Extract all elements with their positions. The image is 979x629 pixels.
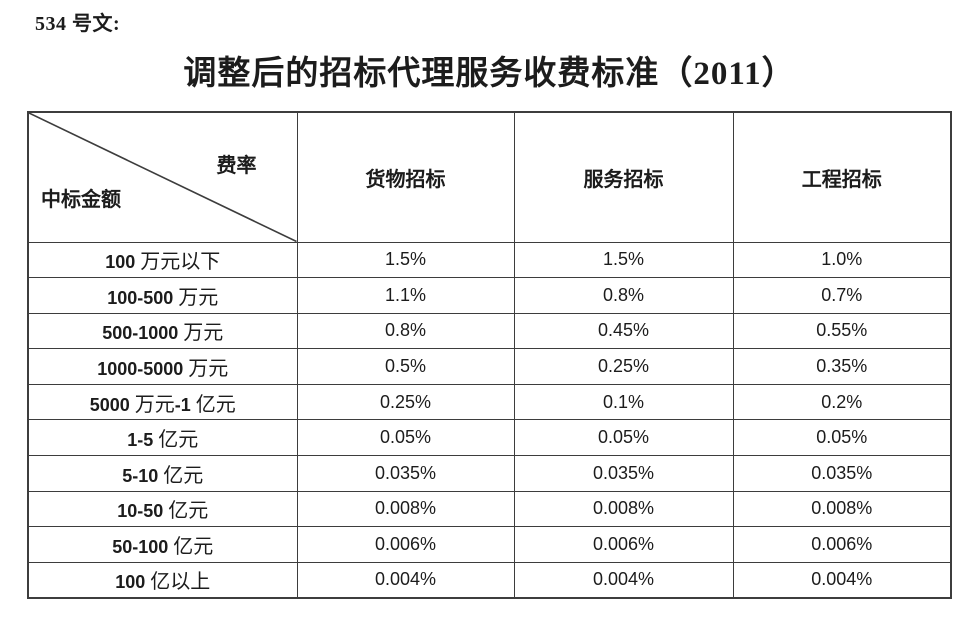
label-number: -1 [174, 394, 191, 415]
label-number: 5000 [89, 394, 130, 415]
rate-cell: 1.1% [296, 277, 515, 314]
rate-cell: 0.006% [513, 526, 734, 563]
label-number: 10-50 [117, 501, 164, 522]
row-label-cell: 100-500 万元 [27, 277, 298, 314]
table-row: 10-50 亿元 0.008% 0.008% 0.008% [27, 490, 952, 528]
table-row: 1000-5000 万元 0.5% 0.25% 0.35% [27, 348, 952, 385]
rate-cell: 0.05% [296, 419, 515, 457]
table-row: 50-100 亿元 0.006% 0.006% 0.006% [27, 526, 952, 563]
rate-cell: 0.008% [296, 490, 515, 528]
row-label-cell: 1-5 亿元 [27, 419, 298, 457]
label-number: 5-10 [122, 465, 159, 486]
rate-cell: 1.5% [513, 241, 734, 279]
rate-cell: 0.035% [513, 455, 734, 492]
table-row: 100 亿以上 0.004% 0.004% 0.004% [27, 561, 952, 599]
fee-table: 费率 中标金额 货物招标 服务招标 工程招标 100 万元以下 1.5% 1.5% 1… [27, 111, 952, 599]
row-label-cell: 50-100 亿元 [27, 526, 298, 563]
corner-amount-label: 中标金额 [41, 188, 121, 211]
rate-cell: 0.035% [732, 455, 952, 492]
table-row: 1-5 亿元 0.05% 0.05% 0.05% [27, 419, 952, 457]
corner-cell: 费率 中标金额 [27, 111, 298, 243]
rate-cell: 0.006% [296, 526, 515, 563]
table-row: 5000 万元-1 亿元 0.25% 0.1% 0.2% [27, 383, 952, 421]
rate-cell: 0.2% [732, 383, 952, 421]
row-label-cell: 5-10 亿元 [27, 455, 298, 492]
label-number: 50-100 [112, 537, 169, 558]
rate-cell: 0.45% [513, 312, 734, 350]
row-label-cell: 100 万元以下 [27, 241, 298, 279]
rate-cell: 0.8% [513, 277, 734, 314]
diagonal-line [29, 113, 297, 242]
label-number: 100 [115, 572, 146, 593]
corner-rate-label: 费率 [216, 155, 257, 177]
label-number: 100-500 [107, 287, 174, 308]
rate-cell: 1.5% [296, 241, 515, 279]
table-row: 100-500 万元 1.1% 0.8% 0.7% [27, 277, 952, 314]
row-label-cell: 1000-5000 万元 [27, 348, 298, 385]
column-header-goods: 货物招标 [296, 111, 515, 243]
row-label-cell: 100 亿以上 [27, 561, 298, 599]
page-title: 调整后的招标代理服务收费标准（2011） [183, 56, 796, 92]
rate-cell: 0.1% [513, 383, 734, 421]
rate-cell: 0.55% [732, 312, 952, 350]
row-label-cell: 5000 万元-1 亿元 [27, 383, 298, 421]
label-number: 1000-5000 [97, 359, 184, 380]
rate-cell: 0.7% [732, 277, 952, 314]
rate-cell: 0.25% [513, 348, 734, 385]
rate-cell: 0.035% [296, 455, 515, 492]
column-header-engineering: 工程招标 [732, 111, 952, 243]
table-row: 5-10 亿元 0.035% 0.035% 0.035% [27, 455, 952, 492]
rate-cell: 0.35% [732, 348, 952, 385]
fee-table-header: 费率 中标金额 货物招标 服务招标 工程招标 [27, 111, 952, 243]
rate-cell: 0.25% [296, 383, 515, 421]
rate-cell: 0.004% [513, 561, 734, 599]
doc-ref: 534 号文: [35, 13, 121, 35]
row-label-cell: 500-1000 万元 [27, 312, 298, 350]
rate-cell: 0.05% [513, 419, 734, 457]
rate-cell: 0.5% [296, 348, 515, 385]
rate-cell: 0.008% [513, 490, 734, 528]
label-number: 100 [105, 252, 136, 273]
rate-cell: 0.004% [296, 561, 515, 599]
table-row: 500-1000 万元 0.8% 0.45% 0.55% [27, 312, 952, 350]
rate-cell: 0.004% [732, 561, 952, 599]
fee-table-body: 100 万元以下 1.5% 1.5% 1.0% 100-500 万元 1.1% 0.8% 0.… [27, 241, 952, 599]
row-label-cell: 10-50 亿元 [27, 490, 298, 528]
table-row: 100 万元以下 1.5% 1.5% 1.0% [27, 241, 952, 279]
rate-cell: 0.008% [732, 490, 952, 528]
label-number: 500-1000 [102, 323, 179, 344]
rate-cell: 0.05% [732, 419, 952, 457]
header-row: 费率 中标金额 货物招标 服务招标 工程招标 [27, 111, 952, 243]
rate-cell: 0.006% [732, 526, 952, 563]
rate-cell: 0.8% [296, 312, 515, 350]
rate-cell: 1.0% [732, 241, 952, 279]
label-number: 1-5 [127, 430, 154, 451]
column-header-services: 服务招标 [513, 111, 734, 243]
